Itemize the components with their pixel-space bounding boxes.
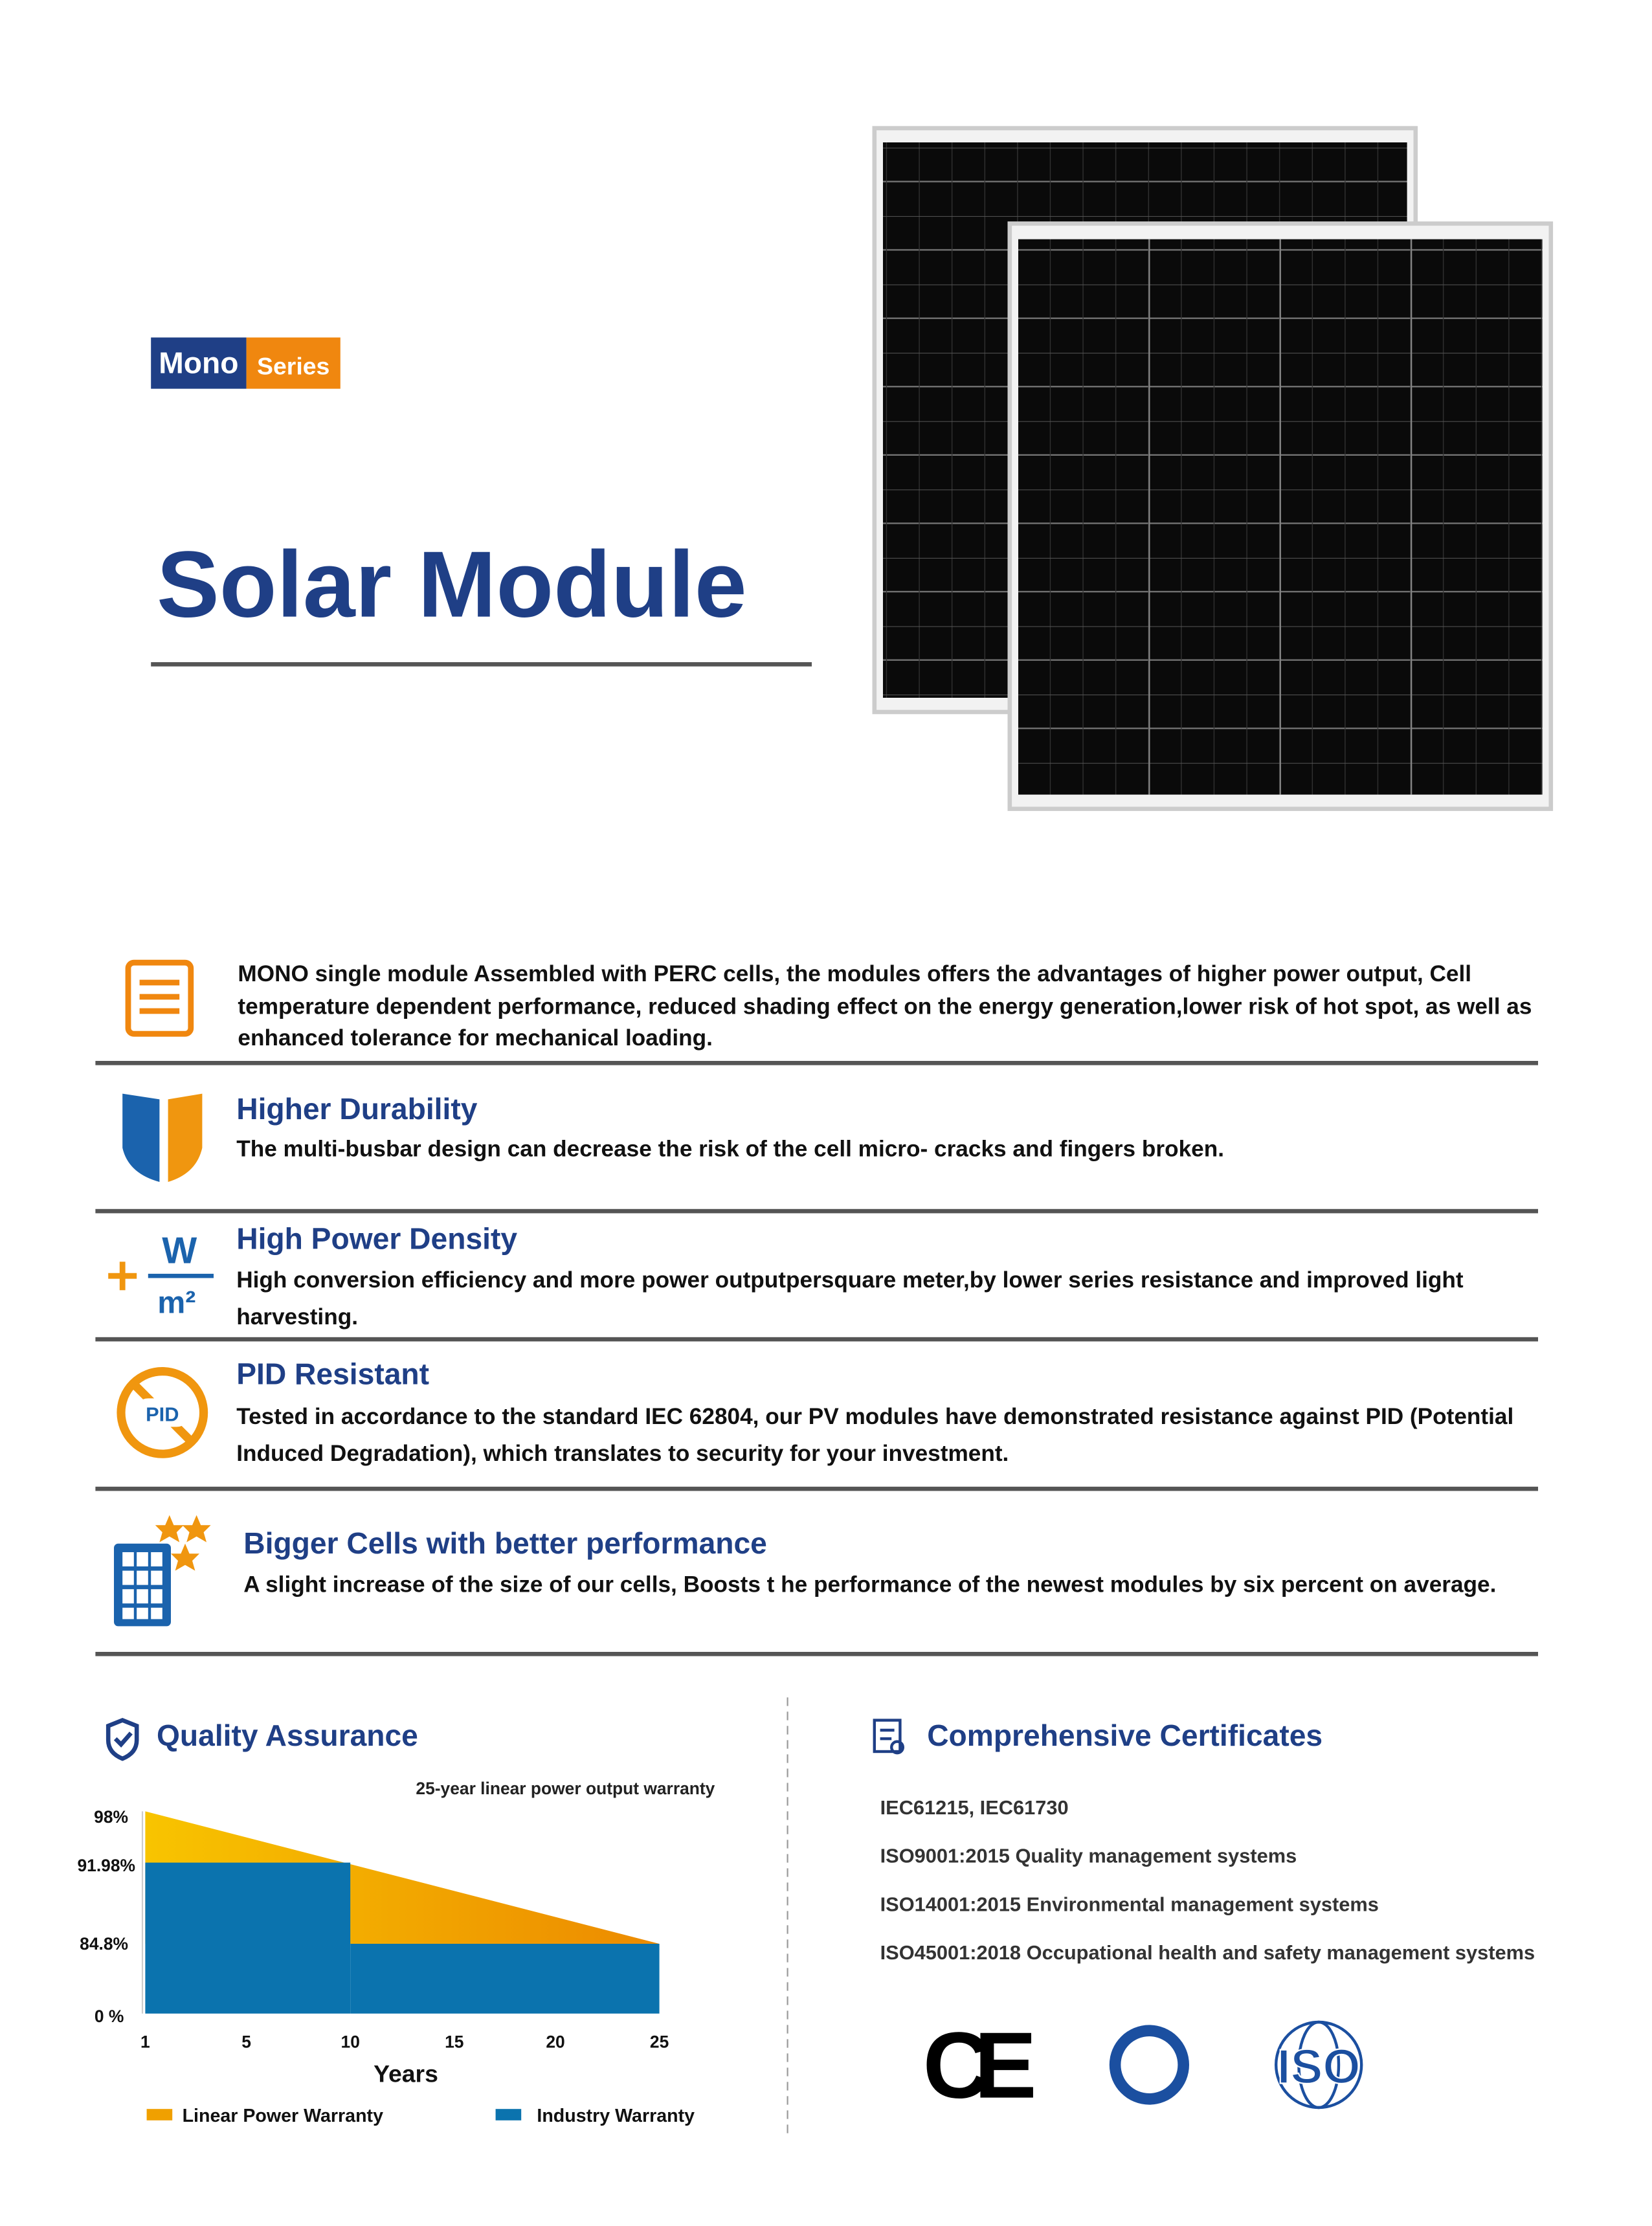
ce-logo: CE — [923, 2013, 1037, 2118]
feature-text: A slight increase of the size of our cel… — [243, 1574, 1497, 1598]
x-label: 15 — [445, 2032, 463, 2052]
industry-warranty-area — [350, 1944, 660, 2014]
y-label: 0 % — [95, 2007, 124, 2026]
legend-label: Industry Warranty — [537, 2106, 695, 2126]
legend-swatch — [495, 2109, 522, 2120]
legend-swatch — [146, 2109, 173, 2120]
x-title: Years — [374, 2060, 438, 2087]
section-title: Comprehensive Certificates — [927, 1719, 1323, 1752]
density-icon: W m² — [108, 1230, 214, 1320]
separator — [95, 1486, 1539, 1491]
shield-icon — [106, 1718, 139, 1761]
feature-text: High conversion efficiency and more powe… — [236, 1269, 1464, 1330]
certificate-item: IEC61215, IEC61730 — [880, 1796, 1069, 1819]
pid-label: PID — [146, 1403, 179, 1426]
separator — [95, 1652, 1539, 1656]
feature-title: Higher Durability — [236, 1093, 478, 1127]
bottom-section: Quality Assurance 25-year linear power o… — [77, 1697, 1535, 2137]
feature-title: High Power Density — [236, 1223, 518, 1256]
section-title: Quality Assurance — [157, 1719, 418, 1752]
badge-main: Mono — [151, 337, 247, 389]
x-label: 25 — [650, 2032, 669, 2052]
certificate-icon — [873, 1719, 905, 1755]
y-label: 91.98% — [77, 1856, 135, 1875]
x-label: 5 — [241, 2032, 251, 2052]
feature-text: Tested in accordance to the standard IEC… — [236, 1405, 1514, 1467]
intro-text: MONO single module Assembled with PERC c… — [238, 963, 1532, 1051]
feature-title: PID Resistant — [236, 1358, 430, 1392]
separator — [95, 1337, 1539, 1342]
certificate-item: ISO45001:2018 Occupational health and sa… — [880, 1941, 1535, 1964]
certificate-item: ISO9001:2015 Quality management systems — [880, 1845, 1297, 1867]
separator — [95, 1208, 1539, 1214]
separator — [95, 1061, 1539, 1065]
feature-title: Bigger Cells with better performance — [243, 1528, 767, 1561]
pid-icon: PID — [117, 1367, 208, 1458]
durability-icon — [122, 1093, 203, 1182]
title-rule — [151, 662, 812, 667]
certificate-item: ISO14001:2015 Environmental management s… — [880, 1893, 1379, 1915]
badge-sub: Series — [246, 337, 340, 389]
title: Solar Module — [157, 531, 747, 637]
feature-text: The multi-busbar design can decrease the… — [236, 1137, 1225, 1163]
intro-icon — [125, 959, 194, 1037]
legend-label: Linear Power Warranty — [183, 2106, 383, 2126]
chart-title: 25-year linear power output warranty — [416, 1779, 715, 1798]
iso-logo-text: ISO — [1277, 2040, 1361, 2094]
x-label: 1 — [140, 2032, 150, 2052]
panels-image — [872, 126, 1554, 811]
y-label: 84.8% — [80, 1934, 128, 1953]
density-unit: W — [162, 1230, 197, 1271]
industry-warranty-area — [145, 1862, 351, 2014]
x-label: 20 — [546, 2032, 564, 2052]
x-label: 10 — [341, 2032, 360, 2052]
y-label: 98% — [94, 1807, 128, 1827]
density-unit: m² — [157, 1285, 195, 1320]
cells-icon — [114, 1515, 211, 1627]
